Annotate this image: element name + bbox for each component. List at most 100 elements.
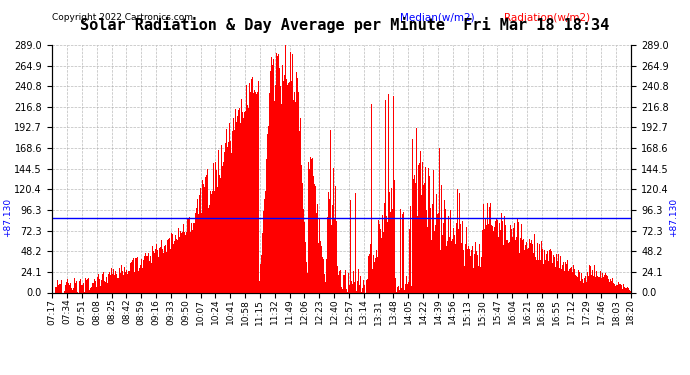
Bar [629, 290, 631, 292]
Bar [284, 75, 285, 292]
Bar [325, 282, 326, 292]
Bar [289, 82, 290, 292]
Bar [358, 268, 359, 292]
Bar [604, 275, 605, 292]
Bar [118, 278, 119, 292]
Bar [306, 273, 308, 292]
Bar [319, 241, 321, 292]
Bar [104, 281, 105, 292]
Bar [303, 209, 304, 292]
Bar [430, 208, 431, 292]
Bar [460, 224, 461, 292]
Bar [482, 230, 483, 292]
Bar [490, 203, 491, 292]
Bar [480, 267, 481, 292]
Bar [562, 265, 563, 292]
Bar [101, 282, 102, 292]
Bar [216, 170, 217, 292]
Bar [535, 257, 536, 292]
Bar [513, 234, 514, 292]
Bar [377, 257, 378, 292]
Bar [67, 281, 68, 292]
Bar [102, 274, 103, 292]
Bar [164, 246, 165, 292]
Bar [591, 274, 592, 292]
Bar [466, 227, 467, 292]
Bar [183, 224, 184, 292]
Bar [221, 145, 222, 292]
Bar [155, 249, 156, 292]
Bar [139, 268, 140, 292]
Bar [553, 257, 555, 292]
Bar [61, 280, 62, 292]
Bar [233, 118, 234, 292]
Text: Radiation(w/m2): Radiation(w/m2) [504, 13, 590, 23]
Bar [58, 285, 59, 292]
Bar [557, 261, 558, 292]
Bar [179, 237, 180, 292]
Bar [524, 251, 525, 292]
Bar [581, 273, 582, 292]
Bar [186, 232, 187, 292]
Bar [486, 225, 487, 292]
Bar [408, 230, 410, 292]
Bar [448, 216, 449, 292]
Bar [393, 96, 394, 292]
Bar [124, 267, 125, 292]
Bar [108, 274, 109, 292]
Bar [172, 234, 173, 292]
Bar [550, 249, 551, 292]
Bar [165, 245, 166, 292]
Bar [115, 271, 117, 292]
Bar [511, 229, 512, 292]
Bar [615, 285, 616, 292]
Bar [245, 111, 246, 292]
Bar [338, 274, 339, 292]
Bar [151, 263, 152, 292]
Bar [235, 108, 236, 292]
Bar [181, 232, 183, 292]
Bar [493, 231, 494, 292]
Bar [146, 256, 147, 292]
Bar [407, 284, 408, 292]
Bar [291, 81, 292, 292]
Bar [234, 130, 235, 292]
Bar [326, 217, 328, 292]
Bar [98, 274, 99, 292]
Bar [242, 112, 243, 292]
Bar [86, 280, 87, 292]
Bar [133, 258, 134, 292]
Bar [277, 56, 278, 292]
Bar [191, 222, 193, 292]
Bar [267, 134, 268, 292]
Bar [57, 280, 58, 292]
Bar [533, 249, 535, 292]
Bar [69, 285, 70, 292]
Bar [371, 104, 372, 292]
Bar [312, 158, 313, 292]
Bar [285, 45, 286, 292]
Bar [175, 235, 176, 292]
Bar [505, 225, 506, 292]
Bar [500, 230, 502, 292]
Bar [459, 235, 460, 292]
Bar [545, 260, 546, 292]
Bar [52, 291, 54, 292]
Bar [152, 246, 153, 292]
Bar [55, 287, 56, 292]
Bar [290, 52, 291, 292]
Bar [333, 168, 334, 292]
Bar [556, 254, 557, 292]
Bar [296, 72, 297, 292]
Bar [194, 224, 195, 292]
Bar [537, 243, 538, 292]
Bar [576, 276, 578, 292]
Bar [76, 281, 77, 292]
Bar [304, 222, 305, 292]
Bar [217, 153, 219, 292]
Text: Median(w/m2): Median(w/m2) [400, 13, 474, 23]
Bar [117, 278, 118, 292]
Bar [342, 289, 344, 292]
Bar [531, 240, 532, 292]
Bar [293, 52, 295, 292]
